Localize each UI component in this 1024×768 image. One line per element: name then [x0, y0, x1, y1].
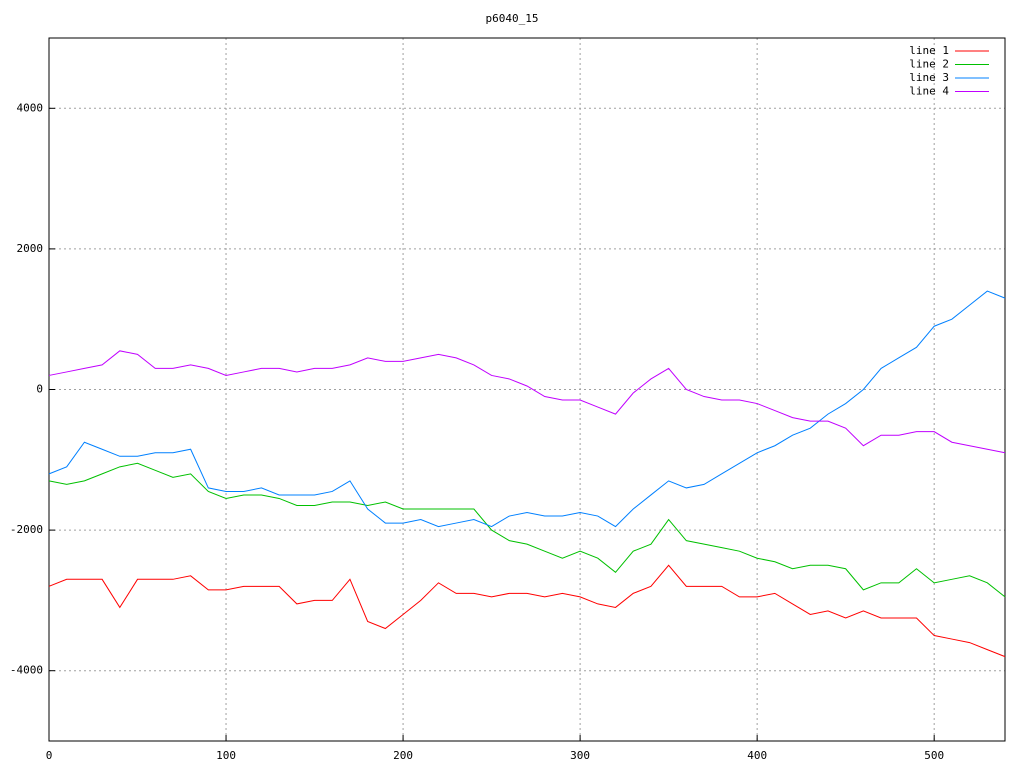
legend-label: line 3	[909, 71, 949, 84]
plot-border	[48, 37, 1006, 742]
series-line	[48, 290, 1006, 528]
y-tick-label: 0	[36, 383, 43, 396]
y-tick-label: 2000	[17, 242, 44, 255]
legend-label: line 4	[909, 85, 949, 98]
chart-title: p6040_15	[486, 12, 539, 25]
x-tick-label: 300	[570, 749, 590, 762]
y-tick-label: -4000	[10, 664, 43, 677]
x-tick-label: 200	[393, 749, 413, 762]
series-line	[48, 350, 1006, 454]
x-tick-label: 0	[46, 749, 53, 762]
x-tick-label: 100	[216, 749, 236, 762]
legend-label: line 2	[909, 58, 949, 71]
legend-label: line 1	[909, 44, 949, 57]
series-line	[48, 564, 1006, 658]
y-tick-label: -2000	[10, 523, 43, 536]
x-tick-label: 500	[924, 749, 944, 762]
x-tick-label: 400	[747, 749, 767, 762]
series-line	[48, 462, 1006, 598]
y-tick-label: 4000	[17, 101, 44, 114]
